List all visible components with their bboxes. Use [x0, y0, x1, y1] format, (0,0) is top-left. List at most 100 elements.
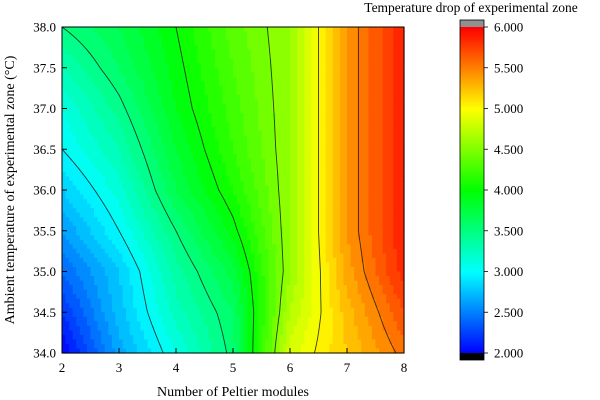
contour-cell — [62, 85, 67, 91]
contour-cell — [254, 285, 259, 291]
contour-cell — [186, 36, 191, 42]
contour-cell — [215, 298, 220, 304]
contour-cell — [215, 307, 220, 313]
contour-cell — [122, 162, 127, 168]
contour-cell — [236, 194, 241, 200]
contour-cell — [257, 334, 263, 341]
contour-cell — [101, 167, 106, 173]
contour-cell — [183, 239, 188, 245]
contour-cell — [79, 348, 84, 354]
contour-cell — [279, 180, 284, 187]
contour-cell — [229, 40, 234, 46]
contour-cell — [136, 99, 141, 105]
contour-cell — [62, 45, 67, 51]
contour-cell — [151, 343, 156, 350]
contour-cell — [90, 266, 95, 273]
contour-cell — [69, 99, 74, 105]
contour-cell — [154, 85, 159, 91]
contour-cell — [282, 58, 288, 64]
contour-cell — [69, 221, 74, 227]
contour-cell — [265, 307, 270, 313]
contour-cell — [233, 226, 238, 232]
contour-cell — [72, 180, 77, 187]
contour-cell — [197, 235, 202, 241]
contour-cell — [183, 58, 188, 64]
contour-cell — [140, 190, 145, 196]
contour-cell — [279, 40, 284, 46]
contour-cell — [233, 321, 238, 327]
contour-cell — [208, 262, 213, 268]
contour-cell — [119, 303, 124, 309]
contour-cell — [229, 271, 234, 277]
contour-cell — [208, 208, 213, 214]
contour-cell — [179, 190, 184, 196]
contour-cell — [86, 235, 92, 241]
contour-cell — [76, 212, 81, 218]
contour-cell — [204, 266, 209, 273]
contour-cell — [254, 271, 259, 277]
contour-cell — [94, 149, 99, 155]
contour-cell — [126, 185, 131, 191]
contour-cell — [197, 266, 202, 273]
contour-cell — [233, 85, 238, 91]
contour-cell — [282, 113, 288, 119]
contour-cell — [250, 316, 255, 322]
contour-cell — [200, 63, 206, 69]
contour-cell — [108, 289, 113, 295]
contour-cell — [290, 312, 295, 318]
contour-cell — [108, 248, 113, 254]
contour-cell — [79, 176, 84, 182]
contour-cell — [247, 199, 252, 205]
contour-cell — [215, 266, 220, 273]
contour-cell — [290, 45, 295, 51]
contour-cell — [193, 167, 198, 173]
contour-cell — [119, 117, 124, 123]
contour-cell — [129, 45, 134, 51]
contour-cell — [115, 203, 120, 209]
contour-cell — [200, 294, 206, 300]
contour-cell — [268, 280, 273, 286]
contour-cell — [200, 217, 206, 223]
contour-cell — [165, 144, 170, 150]
contour-cell — [140, 298, 145, 304]
contour-cell — [104, 199, 109, 205]
contour-cell — [254, 85, 259, 91]
contour-cell — [151, 294, 156, 300]
contour-cell — [215, 235, 220, 241]
contour-cell — [279, 103, 284, 110]
contour-cell — [229, 226, 234, 232]
contour-cell — [215, 325, 220, 331]
contour-cell — [104, 54, 109, 60]
contour-cell — [229, 122, 234, 128]
contour-cell — [300, 262, 305, 268]
contour-cell — [200, 239, 206, 245]
contour-cell — [83, 266, 88, 273]
contour-cell — [197, 330, 202, 336]
contour-cell — [297, 307, 302, 313]
contour-cell — [133, 235, 138, 241]
contour-cell — [215, 67, 220, 73]
contour-cell — [193, 262, 198, 268]
contour-cell — [275, 248, 280, 254]
contour-cell — [204, 312, 209, 318]
contour-cell — [69, 294, 74, 300]
contour-cell — [254, 303, 259, 309]
contour-cell — [133, 339, 138, 345]
contour-cell — [165, 194, 170, 200]
contour-cell — [140, 76, 145, 82]
contour-cell — [261, 54, 266, 60]
contour-cell — [229, 167, 234, 173]
contour-cell — [147, 31, 152, 37]
contour-cell — [108, 348, 113, 354]
contour-cell — [279, 108, 284, 114]
contour-cell — [172, 343, 177, 350]
contour-cell — [257, 149, 263, 155]
contour-cell — [240, 99, 245, 105]
contour-cell — [79, 90, 84, 96]
contour-cell — [254, 72, 259, 78]
contour-cell — [265, 63, 270, 69]
contour-cell — [193, 140, 198, 146]
contour-cell — [272, 325, 277, 331]
contour-cell — [179, 122, 184, 128]
contour-cell — [279, 27, 284, 33]
